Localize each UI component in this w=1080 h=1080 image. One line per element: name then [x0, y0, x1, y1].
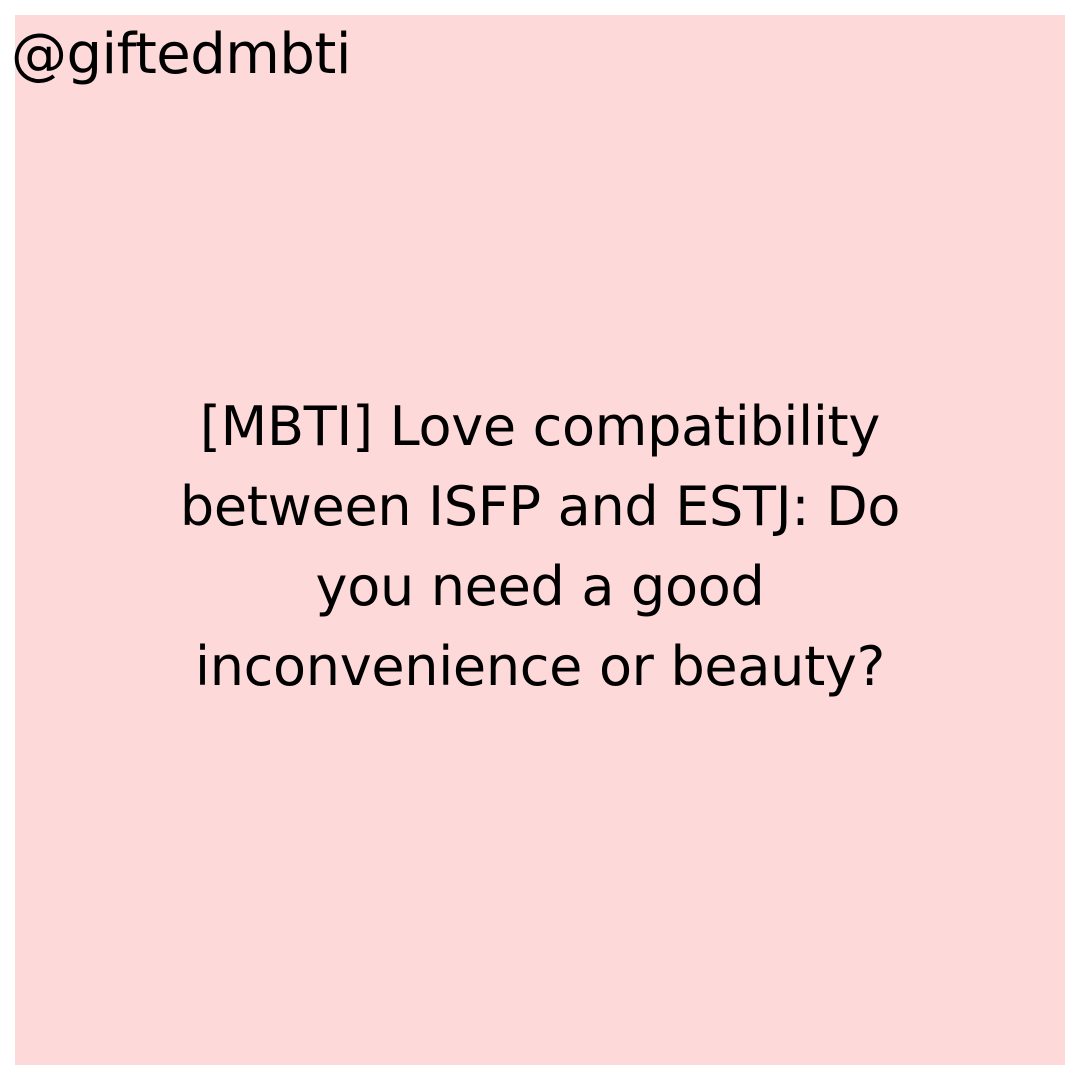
account-handle: @giftedmbti: [11, 22, 351, 87]
headline-container: [MBTI] Love compatibility between ISFP a…: [15, 15, 1065, 1065]
post-headline: [MBTI] Love compatibility between ISFP a…: [179, 395, 901, 698]
post-card: @giftedmbti [MBTI] Love compatibility be…: [11, 15, 1065, 1065]
